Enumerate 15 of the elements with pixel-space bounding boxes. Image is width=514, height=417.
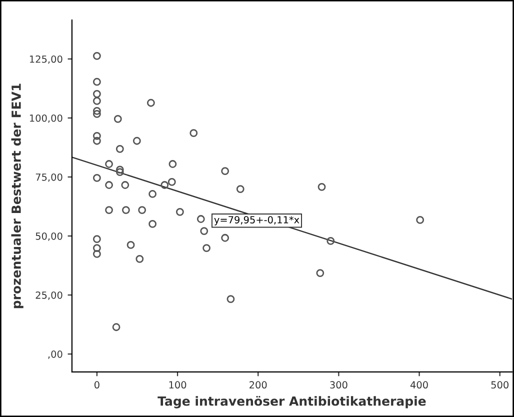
y-tick-label: 25,00 xyxy=(36,291,62,300)
annotation: y=79,95+-0,11*x xyxy=(214,216,300,226)
y-tick-label: 75,00 xyxy=(36,173,62,182)
y-axis-title: prozentualer Bestwert der FEV1 xyxy=(11,84,24,308)
x-tick-label: 400 xyxy=(410,381,428,389)
y-tick-label: 50,00 xyxy=(36,232,62,241)
x-tick-label: 200 xyxy=(250,381,267,389)
y-tick-label: 100,00 xyxy=(30,114,62,123)
y-tick-label: 125,00 xyxy=(30,55,62,64)
x-tick-label: 500 xyxy=(491,381,508,389)
x-tick-label: 0 xyxy=(94,381,100,389)
x-tick-label: 300 xyxy=(330,381,348,389)
y-tick-label: ,00 xyxy=(48,350,62,359)
x-tick-label: 100 xyxy=(169,381,186,389)
x-axis-title: Tage intravenöser Antibiotikatherapie xyxy=(158,396,426,408)
